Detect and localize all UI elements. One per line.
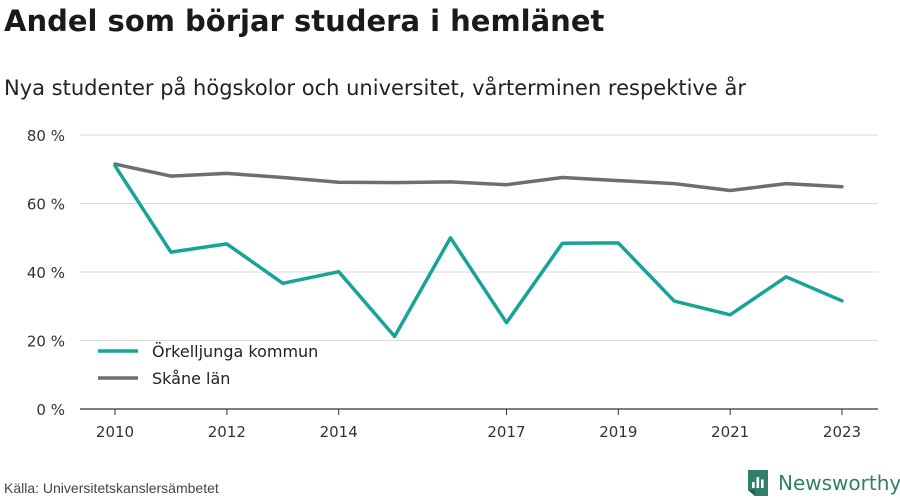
- chart-title: Andel som börjar studera i hemlänet: [4, 4, 605, 38]
- brand-name: Newsworthy: [778, 471, 900, 495]
- legend-label: Skåne län: [152, 369, 230, 388]
- series-lines: [113, 162, 844, 339]
- y-tick-label: 80 %: [27, 127, 65, 145]
- y-tick-label: 20 %: [27, 333, 65, 351]
- y-tick-label: 0 %: [36, 401, 65, 419]
- y-tick-label: 40 %: [27, 264, 65, 282]
- x-axis-ticks: 2010 2012 2014 2017 2019 2021 2023: [96, 409, 861, 441]
- y-tick-label: 60 %: [27, 196, 65, 214]
- x-tick-label: 2012: [208, 423, 246, 441]
- newsworthy-logo-icon: [748, 470, 768, 496]
- series-line: [113, 162, 844, 193]
- newsworthy-brand[interactable]: Newsworthy: [746, 468, 900, 498]
- series-line: [113, 164, 844, 339]
- x-tick-label: 2010: [96, 423, 134, 441]
- y-axis-ticks: 0 % 20 % 40 % 60 % 80 %: [27, 127, 65, 419]
- legend-label: Örkelljunga kommun: [152, 342, 318, 361]
- x-tick-label: 2023: [823, 423, 861, 441]
- source-note: Källa: Universitetskanslersämbetet: [4, 480, 219, 496]
- x-tick-label: 2019: [599, 423, 637, 441]
- x-tick-label: 2021: [711, 423, 749, 441]
- legend: Örkelljunga kommun Skåne län: [98, 342, 318, 388]
- x-tick-label: 2017: [487, 423, 525, 441]
- chart-subtitle: Nya studenter på högskolor och universit…: [4, 76, 746, 100]
- grid-lines: [80, 134, 878, 410]
- x-tick-label: 2014: [320, 423, 358, 441]
